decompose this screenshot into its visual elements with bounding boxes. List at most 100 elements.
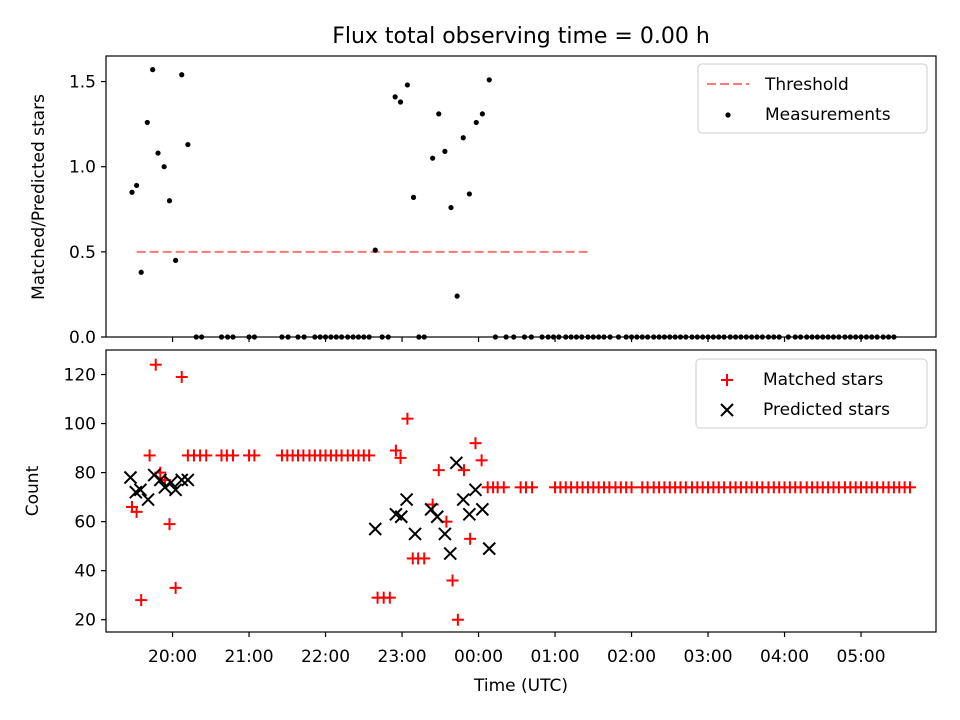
matched-point: [497, 481, 510, 494]
predicted-legend-label: Predicted stars: [763, 400, 890, 420]
measurement-point: [460, 135, 466, 141]
threshold-legend-label: Threshold: [764, 75, 849, 95]
count-axes-frame: [105, 349, 937, 633]
measurement-point: [155, 150, 161, 156]
x-axis-label: Time (UTC): [473, 676, 568, 696]
predicted-point: [438, 527, 452, 541]
y-tick-label: 60: [74, 513, 96, 533]
measurement-point: [372, 247, 378, 253]
predicted-point: [164, 475, 178, 490]
matched-point: [432, 464, 445, 477]
x-tick-label: 01:00: [531, 647, 580, 667]
matched-point: [226, 449, 239, 462]
predicted-point: [443, 546, 457, 561]
measurement-point: [133, 182, 140, 189]
y-tick-label: 1.5: [69, 73, 96, 93]
ratio-y-axis-label: Matched/Predicted stars: [29, 94, 49, 300]
matched-point: [130, 505, 143, 518]
count-legend-box: [695, 358, 928, 429]
predicted-point: [430, 510, 444, 524]
matched-point: [175, 370, 188, 383]
predicted-point: [368, 522, 382, 536]
measurement-point: [466, 191, 472, 197]
x-tick-label: 22:00: [301, 647, 350, 667]
matched-legend-label: Matched stars: [763, 370, 883, 390]
count-plot-area: [123, 358, 916, 626]
y-tick-label: 0.0: [69, 328, 96, 348]
predicted-point: [133, 483, 148, 497]
predicted-point: [475, 502, 490, 517]
predicted-point: [468, 483, 483, 497]
matched-point: [475, 454, 488, 467]
ratio-legend-box: [697, 63, 928, 134]
measurement-point: [404, 82, 411, 88]
matched-point: [248, 449, 261, 462]
ratio-legend: Threshold Measurements: [697, 63, 928, 134]
y-tick-label: 100: [64, 415, 96, 435]
count-panel: 20 40 60 80 100 120 20:00 21:00 22:00 23:00 00:00 0…: [23, 349, 937, 696]
measurement-point: [185, 141, 191, 148]
matched-point: [135, 594, 148, 607]
measurement-point: [173, 257, 179, 263]
matched-point: [903, 481, 916, 494]
x-tick-label: 00:00: [454, 647, 503, 667]
predicted-point: [168, 483, 183, 497]
matched-point: [451, 613, 464, 626]
matched-point: [458, 464, 471, 477]
matched-point: [446, 574, 459, 587]
measurement-point: [397, 99, 404, 105]
predicted-point: [394, 510, 408, 524]
ratio-y-axis: 0.0 0.5 1.0 1.5: [69, 73, 862, 348]
matched-point: [394, 451, 407, 464]
measurement-point: [144, 119, 150, 126]
matched-point: [464, 532, 477, 545]
predicted-point: [456, 492, 470, 507]
matched-point: [163, 518, 176, 531]
predicted-point: [399, 492, 414, 507]
matched-point: [625, 481, 638, 494]
count-axes: 20 40 60 80 100 120 20:00 21:00 22:00 23:00 00:00 0…: [64, 366, 886, 667]
matched-point: [389, 444, 402, 457]
predicted-point: [449, 456, 464, 470]
x-tick-label: 04:00: [760, 647, 809, 667]
y-tick-label: 80: [74, 464, 96, 484]
matched-point: [526, 481, 539, 494]
matched-point: [149, 358, 162, 371]
measurement-point: [479, 111, 485, 117]
x-tick-label: 21:00: [225, 647, 274, 667]
matched-point: [143, 449, 156, 462]
predicted-point: [153, 473, 168, 487]
predicted-point: [408, 527, 422, 541]
measurement-point: [138, 269, 144, 275]
ratio-panel: 0.0 0.5 1.0 1.5 Matched/Predicted stars Thr…: [29, 55, 937, 348]
measurement-point: [486, 77, 492, 83]
measurement-point: [436, 111, 442, 117]
x-tick-label: 03:00: [684, 647, 733, 667]
x-tick-label: 20:00: [148, 647, 197, 667]
measurement-point: [150, 67, 156, 73]
measurement-point: [442, 148, 448, 154]
y-tick-label: 0.5: [69, 243, 96, 263]
measurement-legend-label: Measurements: [765, 105, 891, 125]
predicted-point: [175, 473, 189, 487]
ratio-axes-frame: [105, 55, 937, 338]
predicted-point: [123, 470, 138, 485]
count-y-axis-label: Count: [23, 465, 43, 516]
matched-legend-icon: [721, 374, 733, 386]
matched-point: [418, 552, 431, 565]
x-tick-label: 23:00: [378, 647, 427, 667]
predicted-point: [462, 507, 477, 522]
matched-point: [469, 437, 482, 450]
y-tick-label: 1.0: [69, 158, 96, 178]
matched-point: [169, 581, 182, 594]
y-tick-label: 120: [64, 366, 96, 386]
measurement-point: [410, 194, 417, 200]
x-tick-label: 02:00: [607, 647, 656, 667]
measurement-point: [392, 94, 398, 100]
y-tick-label: 40: [74, 562, 96, 582]
measurement-point: [473, 119, 479, 126]
chart-title: Flux total observing time = 0.00 h: [332, 24, 710, 49]
measurement-point: [179, 72, 185, 78]
y-tick-label: 20: [74, 611, 96, 631]
predicted-point: [482, 541, 496, 556]
